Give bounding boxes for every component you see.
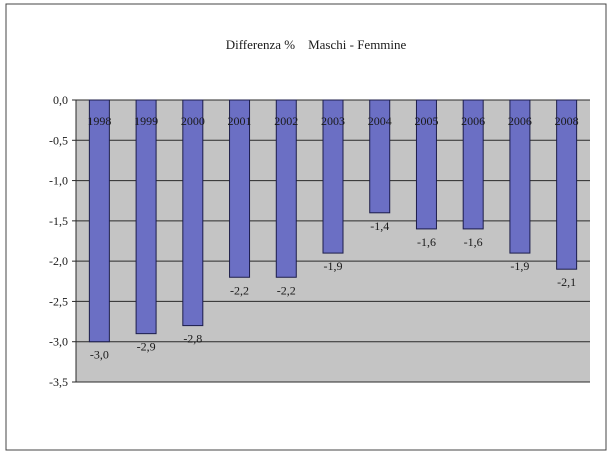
bar <box>462 99 484 230</box>
x-tick-label: 2005 <box>414 114 438 128</box>
y-tick-label: -3,0 <box>49 335 68 349</box>
x-tick-label: 1998 <box>87 114 111 128</box>
x-tick-label: 2004 <box>368 114 392 128</box>
y-tick-label: -3,5 <box>49 375 68 389</box>
data-label: -2,1 <box>557 275 576 289</box>
x-tick-label: 2008 <box>555 114 579 128</box>
y-tick-label: -2,0 <box>49 254 68 268</box>
y-tick-label: -2,5 <box>49 294 68 308</box>
y-tick-label: 0,0 <box>53 93 68 107</box>
data-label: -1,4 <box>370 219 389 233</box>
x-tick-label: 2002 <box>274 114 298 128</box>
bar <box>369 99 391 214</box>
bar <box>229 99 251 278</box>
bar <box>88 99 110 343</box>
chart-title: Differenza % Maschi - Femmine <box>226 37 407 52</box>
data-label: -2,2 <box>230 283 249 297</box>
data-label: -1,9 <box>510 259 529 273</box>
x-tick-label: 2006 <box>508 114 532 128</box>
x-tick-label: 2003 <box>321 114 345 128</box>
data-label: -1,6 <box>417 235 436 249</box>
data-label: -1,9 <box>324 259 343 273</box>
labels: 0,0 -0,5 -1,0 -1,5 -2,0 -2,5 -3,0 -3,5 1998 -3,0 1… <box>49 93 579 389</box>
x-tick-label: 2000 <box>181 114 205 128</box>
y-tick-label: -1,0 <box>49 174 68 188</box>
data-label: -2,9 <box>137 340 156 354</box>
x-tick-label: 2001 <box>228 114 252 128</box>
bar <box>182 99 204 327</box>
data-label: -2,8 <box>183 332 202 346</box>
data-label: -3,0 <box>90 348 109 362</box>
bar <box>415 99 437 230</box>
y-tick-label: -0,5 <box>49 133 68 147</box>
x-tick-label: 1999 <box>134 114 158 128</box>
bar <box>135 99 157 335</box>
bar <box>509 99 531 254</box>
data-label: -1,6 <box>464 235 483 249</box>
y-tick-label: -1,5 <box>49 214 68 228</box>
x-tick-label: 2006 <box>461 114 485 128</box>
bar <box>556 99 578 270</box>
bar <box>322 99 344 254</box>
data-label: -2,2 <box>277 283 296 297</box>
bars <box>88 99 578 343</box>
bar <box>275 99 297 278</box>
